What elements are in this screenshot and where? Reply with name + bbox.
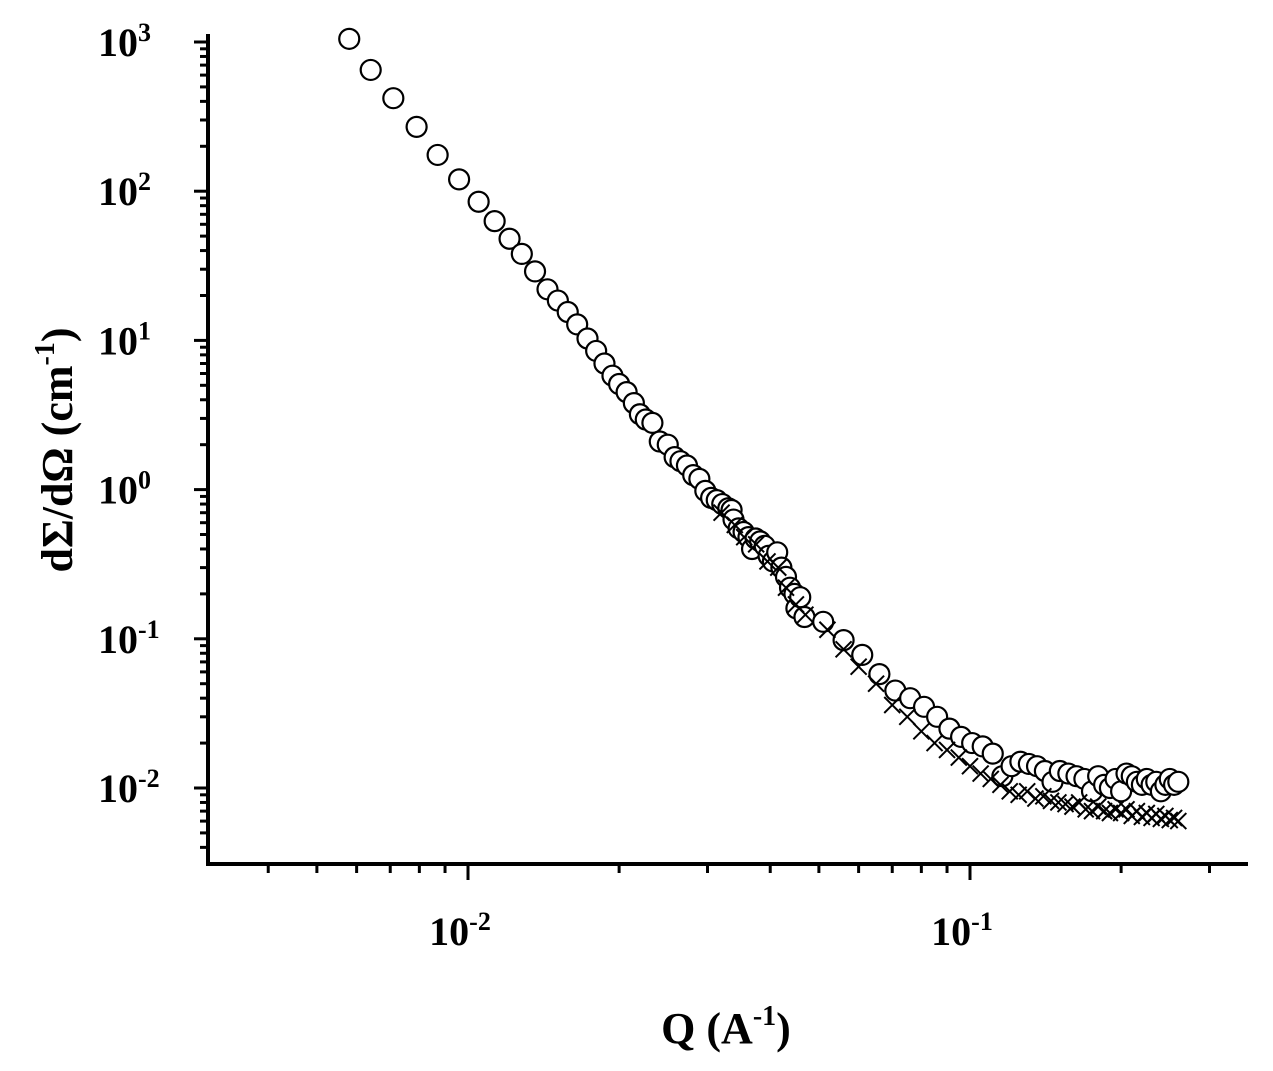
data-point-cross: [883, 696, 901, 714]
data-point-circle: [851, 643, 874, 666]
data-point-circle: [426, 143, 449, 167]
axes: [194, 34, 1248, 880]
data-point-circle: [382, 87, 405, 110]
data-point-cross: [1034, 787, 1053, 805]
tick-labels: 10-2 10-1 10-2 10-1 100 101 102 103: [98, 18, 993, 954]
data-point-cross: [1049, 793, 1068, 812]
data-point-cross: [747, 535, 765, 553]
data-point-circle: [981, 742, 1004, 765]
y-tick-label: 10-1: [98, 615, 160, 662]
data-point-cross: [849, 658, 868, 676]
y-axis-title: dΣ/dΩ (cm-1): [30, 328, 82, 573]
data-point-cross: [834, 640, 853, 659]
data-point-circle: [483, 210, 506, 233]
data-point-cross: [818, 621, 837, 639]
data-point-circle: [868, 662, 891, 686]
data-point-cross: [950, 748, 968, 767]
data-point-circle: [359, 58, 382, 82]
data-point-cross: [1042, 792, 1060, 810]
data-point-cross: [1112, 804, 1130, 822]
x-axis-title: Q (A-1): [661, 1001, 791, 1053]
data-point-circle: [832, 629, 855, 652]
data-point-circle: [789, 586, 812, 609]
data-point-cross: [991, 776, 1010, 794]
data-point-circle: [405, 115, 428, 138]
data-point-cross: [971, 764, 990, 783]
data-point-cross: [735, 528, 753, 546]
data-point-circle: [523, 260, 547, 283]
circle-series: [338, 27, 1190, 803]
y-tick-label: 10-2: [98, 764, 160, 811]
cross-series: [712, 504, 1188, 830]
data-point-circle: [1167, 770, 1190, 793]
data-point-circle: [812, 610, 835, 633]
data-point-cross: [867, 675, 885, 693]
data-point-circle: [467, 190, 490, 213]
y-tick-label: 102: [98, 167, 151, 214]
data-point-cross: [796, 606, 815, 624]
data-point-cross: [1001, 782, 1019, 801]
data-point-cross: [1095, 802, 1113, 820]
data-point-circle: [641, 411, 664, 434]
data-point-circle: [338, 27, 361, 50]
data-point-cross: [777, 579, 795, 597]
data-point-cross: [758, 552, 777, 571]
y-tick-label: 101: [98, 316, 151, 363]
data-point-cross: [938, 741, 956, 759]
y-tick-label: 100: [98, 466, 151, 513]
data-point-circle: [510, 242, 533, 265]
data-point-cross: [982, 770, 1000, 788]
data-point-cross: [961, 757, 979, 775]
y-tick-label: 103: [98, 18, 151, 65]
data-point-circle: [448, 168, 471, 191]
data-point-cross: [925, 734, 944, 752]
data-point-cross: [898, 708, 916, 726]
x-tick-label: 10-1: [931, 907, 993, 954]
x-tick-label: 10-2: [429, 907, 491, 954]
data-point-cross: [769, 558, 787, 577]
data-point-cross: [726, 516, 744, 534]
data-point-circle: [498, 227, 521, 250]
data-point-cross: [1169, 812, 1188, 830]
